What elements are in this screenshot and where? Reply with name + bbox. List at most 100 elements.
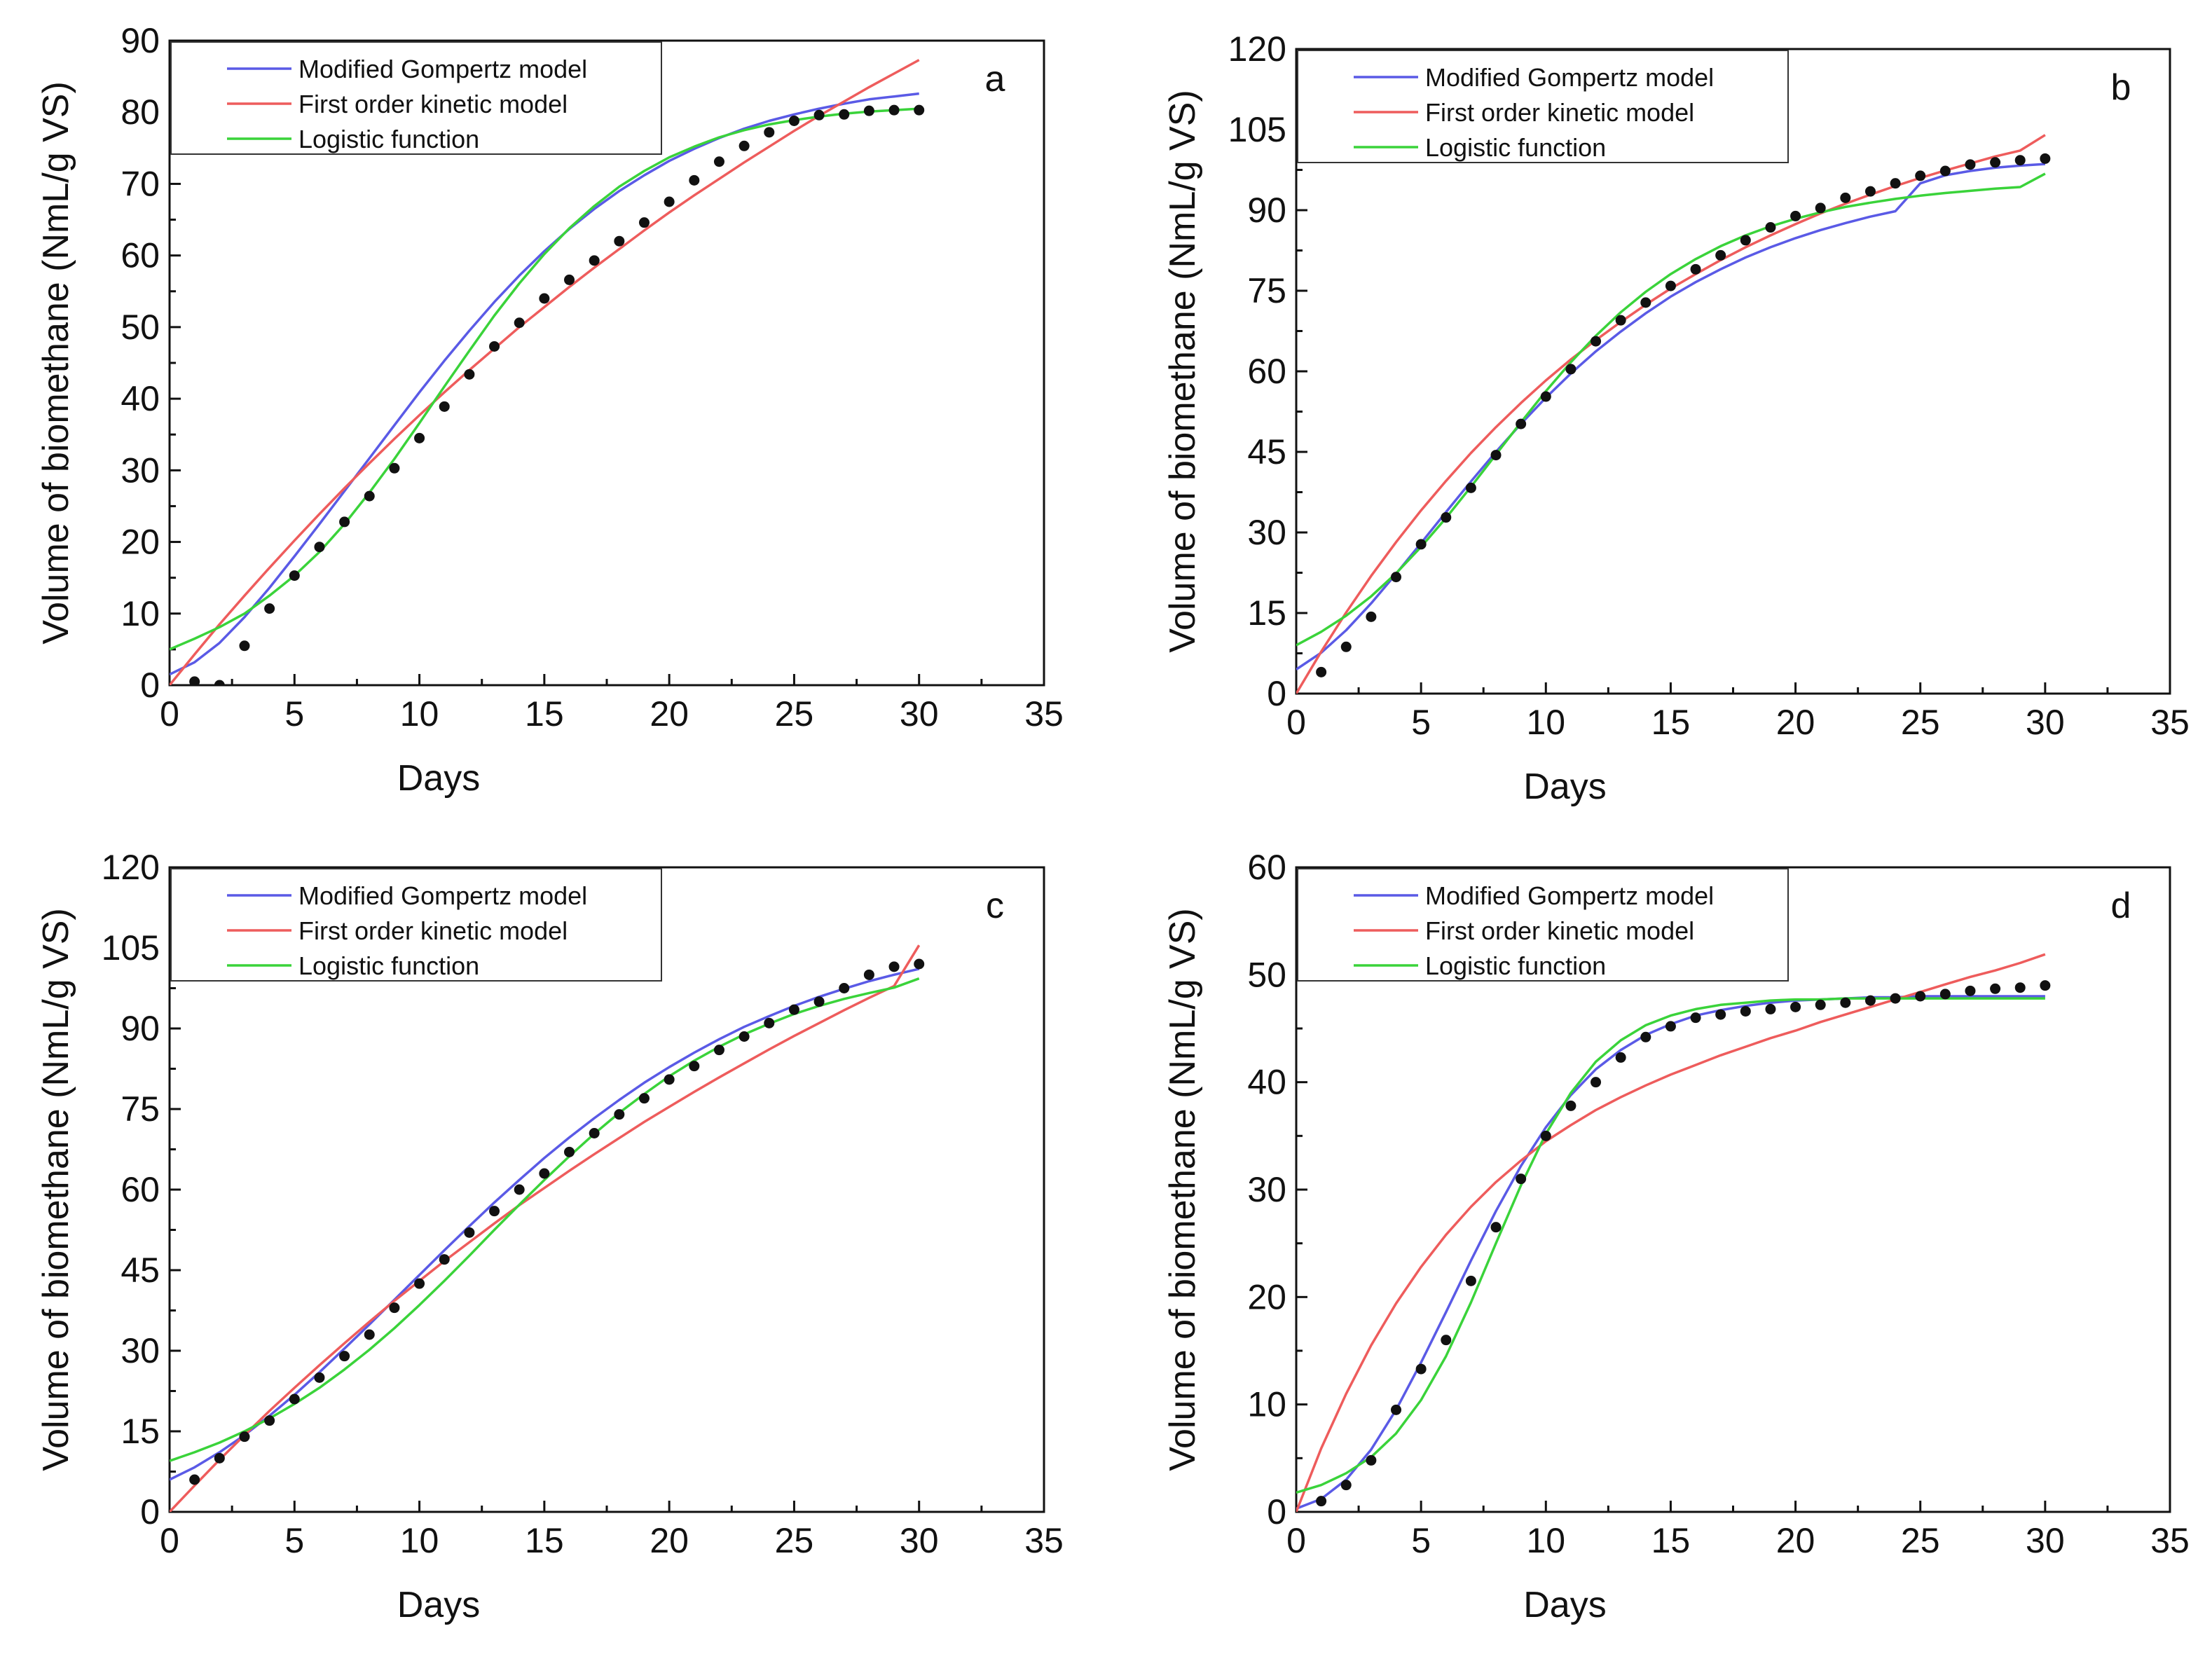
x-tick-label: 0	[1286, 1521, 1306, 1560]
series-logistic-function	[170, 977, 920, 1462]
series-modified-gompertz-model	[170, 92, 919, 676]
observed-point	[1740, 1005, 1751, 1017]
observed-point	[1441, 512, 1452, 523]
y-tick-label: 90	[121, 1009, 160, 1048]
y-tick-label: 60	[1247, 848, 1286, 887]
legend-label: Modified Gompertz model	[1425, 881, 1714, 910]
observed-point	[813, 996, 825, 1007]
observed-point	[914, 104, 925, 116]
observed-point	[314, 1372, 325, 1383]
observed-point	[464, 1227, 475, 1238]
series-group	[170, 59, 925, 685]
y-tick-label: 30	[1247, 1170, 1286, 1209]
observed-point	[414, 1278, 425, 1289]
x-tick-label: 30	[900, 1521, 939, 1560]
series-group	[1296, 134, 2051, 694]
observed-point	[1665, 280, 1676, 291]
observed-point	[1815, 202, 1826, 214]
observed-point	[1665, 1021, 1676, 1032]
series-logistic-function	[1296, 172, 2046, 647]
y-tick-label: 105	[102, 928, 160, 968]
panel-letter: d	[2111, 886, 2131, 926]
y-axis-title: Volume of biomethane (NmL/g VS)	[36, 81, 76, 645]
observed-point	[1340, 641, 1352, 652]
x-tick-label: 20	[650, 694, 689, 734]
observed-point	[1316, 1496, 1327, 1507]
y-tick-label: 20	[1247, 1277, 1286, 1316]
series-logistic-function	[170, 107, 919, 651]
observed-point	[2040, 980, 2051, 991]
x-tick-label: 5	[284, 694, 304, 734]
observed-point	[214, 680, 225, 685]
y-tick-label: 120	[102, 848, 160, 887]
observed-point	[914, 958, 925, 970]
observed-point	[1990, 157, 2001, 168]
observed-point	[189, 676, 200, 685]
series-logistic-function	[1296, 997, 2045, 1494]
observed-point	[1715, 249, 1726, 261]
observed-point	[713, 156, 724, 167]
observed-point	[514, 1184, 525, 1195]
observed-point	[638, 1093, 650, 1104]
observed-point	[1864, 995, 1876, 1006]
observed-point	[1939, 165, 1951, 177]
legend-label: Logistic function	[1425, 133, 1606, 162]
legend-label: Modified Gompertz model	[298, 881, 587, 910]
observed-point	[389, 1302, 400, 1314]
observed-point	[564, 1146, 575, 1157]
x-axis-title: Days	[397, 758, 480, 799]
legend-label: Logistic function	[298, 125, 479, 153]
observed-point	[539, 1168, 550, 1179]
y-tick-label: 45	[121, 1251, 160, 1290]
observed-point	[214, 1452, 225, 1464]
observed-point	[339, 1351, 350, 1362]
panel-letter: c	[986, 886, 1004, 926]
y-tick-label: 90	[121, 21, 160, 60]
observed-point	[1965, 985, 1976, 996]
observed-point	[1340, 1480, 1352, 1491]
observed-point	[439, 401, 450, 412]
y-tick-label: 30	[121, 1331, 160, 1370]
observed-point	[589, 1128, 600, 1138]
panel-d: 0 5 10 15 20 25 30 35 0 10 20 30 40 50 60 Days Volume of…	[1162, 848, 2190, 1625]
series-modified-gompertz-model	[170, 968, 920, 1481]
x-tick-label: 10	[1526, 1521, 1565, 1560]
x-axis-title: Days	[1523, 766, 1606, 807]
y-tick-label: 60	[121, 1170, 160, 1209]
series-group	[1296, 953, 2051, 1512]
x-tick-label: 30	[900, 694, 939, 734]
y-tick-label: 0	[1267, 1492, 1286, 1531]
x-tick-label: 15	[1651, 703, 1691, 742]
y-tick-label: 15	[1247, 593, 1286, 633]
y-axis-title: Volume of biomethane (NmL/g VS)	[1162, 908, 1203, 1471]
observed-point	[464, 369, 475, 380]
observed-point	[314, 542, 325, 553]
x-tick-label: 35	[1024, 1521, 1064, 1560]
observed-point	[638, 217, 650, 228]
series-first-order-kinetic-model	[170, 944, 921, 1512]
observed-point	[739, 1031, 750, 1042]
observed-point	[1715, 1009, 1726, 1020]
observed-point	[414, 432, 425, 443]
observed-point	[289, 570, 300, 581]
legend: Modified Gompertz model First order kinet…	[170, 41, 662, 155]
y-tick-label: 30	[1247, 513, 1286, 552]
y-tick-label: 0	[140, 666, 160, 705]
observed-point	[1366, 1454, 1377, 1466]
legend-label: Modified Gompertz model	[298, 55, 587, 83]
x-tick-label: 10	[1526, 703, 1565, 742]
observed-point	[1690, 1012, 1701, 1024]
series-modified-gompertz-model	[1296, 163, 2046, 670]
observed-point	[839, 983, 850, 993]
legend-box	[1297, 50, 1789, 163]
observed-point	[689, 174, 700, 186]
observed-point	[1790, 1001, 1801, 1012]
observed-point	[239, 1431, 250, 1443]
legend-box	[170, 868, 662, 982]
observed-point	[1490, 1222, 1502, 1233]
x-tick-label: 25	[775, 694, 814, 734]
observed-point	[489, 1206, 500, 1217]
observed-point	[888, 961, 900, 972]
series-group	[170, 944, 925, 1512]
observed-point	[1540, 1130, 1551, 1141]
